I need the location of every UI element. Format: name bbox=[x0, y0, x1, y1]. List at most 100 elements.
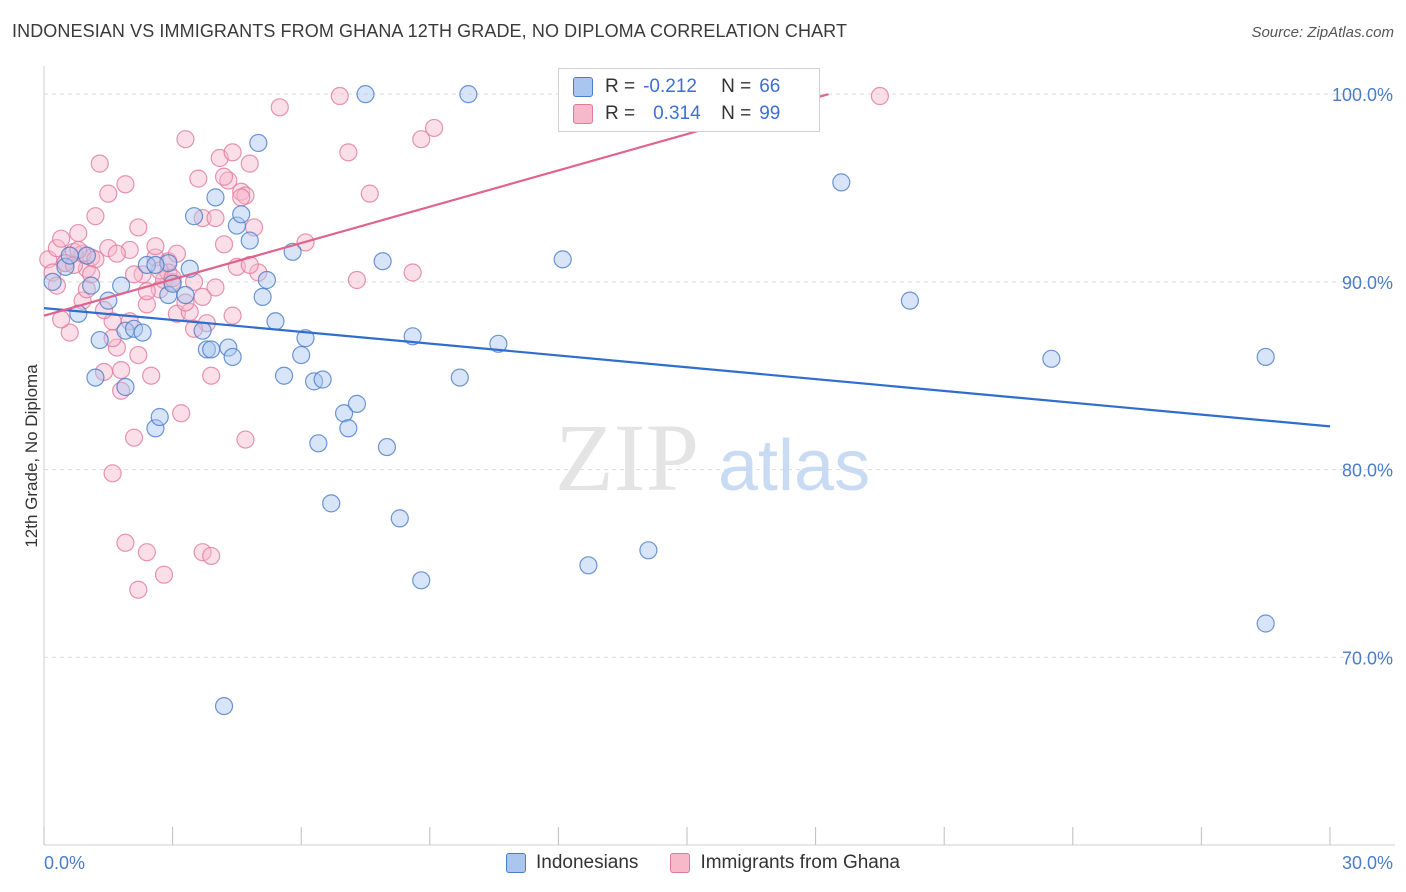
ghana-point bbox=[86, 207, 105, 226]
ghana-point bbox=[206, 278, 225, 297]
series-legend-ghana: Immigrants from Ghana bbox=[670, 852, 900, 874]
ghana-point bbox=[176, 130, 195, 149]
ghana-point bbox=[107, 244, 126, 263]
ghana-point bbox=[202, 546, 221, 566]
ghana-point bbox=[339, 143, 358, 162]
indonesian-point bbox=[249, 133, 268, 153]
indonesian-point bbox=[202, 340, 221, 359]
indonesian-point bbox=[334, 404, 354, 423]
indonesian-point bbox=[1256, 614, 1275, 633]
indonesian-point bbox=[193, 321, 212, 340]
legend-swatch-blue bbox=[505, 853, 526, 873]
ghana-point bbox=[137, 295, 156, 314]
ghana-point bbox=[116, 175, 135, 194]
indonesian-point bbox=[206, 188, 225, 207]
legend-swatch-pink bbox=[573, 104, 593, 124]
y-axis-label: 12th Grade, No Diploma bbox=[22, 364, 41, 548]
indonesian-point bbox=[450, 368, 469, 387]
ghana-point bbox=[202, 366, 221, 385]
legend-r-value: -0.212 bbox=[643, 76, 697, 97]
ghana-point bbox=[214, 235, 234, 254]
ghana-point bbox=[232, 188, 251, 207]
series-legend: Indonesians Immigrants from Ghana bbox=[0, 852, 1406, 874]
ghana-point bbox=[137, 543, 156, 562]
watermark-zip: ZIP bbox=[555, 404, 699, 511]
ghana-points bbox=[39, 86, 890, 599]
indonesian-point bbox=[412, 571, 431, 590]
ghana-point bbox=[403, 263, 422, 282]
indonesian-point bbox=[373, 252, 392, 271]
ghana-point bbox=[129, 218, 148, 237]
ghana-point bbox=[360, 184, 379, 203]
legend-n-label: N = bbox=[721, 103, 752, 124]
indonesian-point bbox=[197, 340, 216, 359]
indonesian-point bbox=[309, 434, 328, 453]
indonesian-point bbox=[116, 377, 135, 397]
indonesian-point bbox=[553, 250, 572, 269]
ghana-point bbox=[223, 143, 242, 162]
indonesian-point bbox=[579, 556, 598, 575]
correlation-legend: R = -0.212 N = 66 R = 0.314 N = 99 bbox=[558, 68, 820, 132]
series-legend-label: Immigrants from Ghana bbox=[700, 852, 901, 873]
indonesian-point bbox=[347, 394, 367, 413]
legend-row-indonesians: R = -0.212 N = 66 bbox=[573, 75, 780, 99]
indonesian-point bbox=[214, 696, 234, 716]
indonesian-point bbox=[832, 173, 851, 192]
axes bbox=[43, 66, 1395, 846]
indonesian-point bbox=[184, 207, 204, 226]
watermark-atlas: atlas bbox=[718, 426, 870, 506]
legend-r-value: 0.314 bbox=[653, 103, 701, 124]
ghana-point bbox=[124, 265, 144, 284]
trend-lines bbox=[43, 93, 1331, 428]
y-tick-label: 70.0% bbox=[1342, 648, 1393, 668]
indonesian-point bbox=[900, 291, 920, 310]
indonesian-point bbox=[1256, 347, 1275, 367]
ghana-point bbox=[124, 428, 144, 447]
source-credit: Source: ZipAtlas.com bbox=[1251, 24, 1394, 41]
ghana-point bbox=[60, 323, 79, 342]
legend-n-label: N = bbox=[721, 76, 752, 97]
indonesian-point bbox=[223, 347, 242, 367]
ghana-point bbox=[193, 287, 212, 306]
indonesian-point bbox=[82, 276, 101, 295]
indonesian-point bbox=[253, 287, 272, 306]
ghana-point bbox=[223, 306, 242, 325]
indonesian-point bbox=[296, 329, 315, 348]
indonesian-point bbox=[274, 366, 294, 385]
indonesian-point bbox=[86, 368, 105, 387]
ghana-point bbox=[103, 464, 122, 483]
legend-n-value: 66 bbox=[759, 76, 781, 97]
indonesian-point bbox=[146, 255, 165, 275]
ghana-point bbox=[330, 86, 349, 106]
ghana-point bbox=[142, 366, 161, 385]
indonesian-point bbox=[60, 246, 79, 265]
indonesian-point bbox=[219, 338, 238, 357]
x-tick-label: 0.0% bbox=[44, 853, 85, 873]
ghana-point bbox=[129, 580, 148, 599]
series-legend-indonesians: Indonesians bbox=[505, 852, 638, 874]
indonesian-trend-line bbox=[43, 307, 1331, 428]
ghana-point bbox=[52, 229, 71, 248]
legend-n-value: 99 bbox=[759, 103, 781, 124]
ghana-point bbox=[206, 208, 225, 228]
ghana-point bbox=[154, 565, 174, 584]
ghana-point bbox=[347, 270, 367, 290]
indonesian-point bbox=[1042, 349, 1061, 368]
indonesian-point bbox=[56, 257, 75, 276]
ghana-point bbox=[870, 86, 890, 106]
ghana-point bbox=[214, 167, 234, 186]
indonesian-point bbox=[150, 407, 169, 427]
indonesian-point bbox=[322, 494, 341, 513]
gridlines bbox=[44, 93, 1395, 658]
indonesian-points bbox=[43, 85, 1275, 716]
ghana-point bbox=[180, 302, 199, 322]
indonesian-point bbox=[133, 323, 152, 342]
ghana-point bbox=[172, 404, 191, 423]
ghana-point bbox=[90, 154, 109, 173]
indonesian-point bbox=[77, 246, 96, 265]
ghana-point bbox=[236, 430, 255, 449]
ghana-point bbox=[116, 533, 135, 552]
legend-swatch-blue bbox=[573, 77, 593, 97]
ghana-point bbox=[69, 223, 88, 243]
